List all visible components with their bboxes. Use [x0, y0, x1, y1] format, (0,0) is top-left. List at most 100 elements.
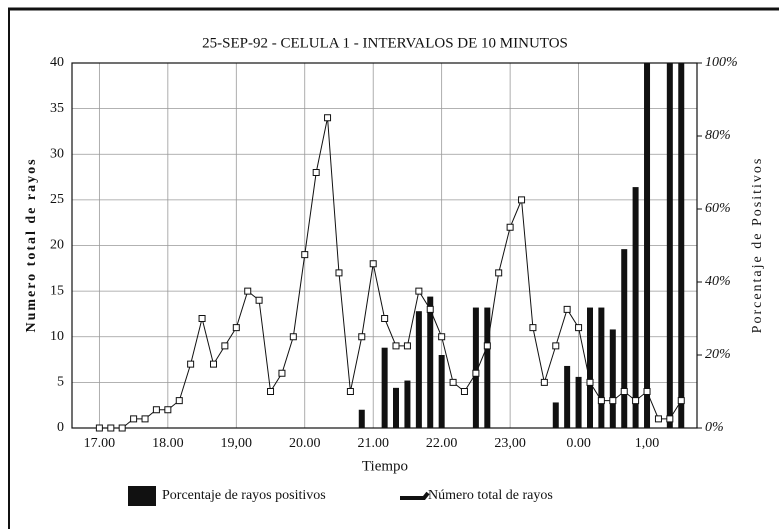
point — [620, 388, 628, 395]
point — [198, 315, 206, 322]
point — [130, 415, 138, 423]
point — [552, 342, 560, 350]
bar — [415, 311, 422, 428]
point — [289, 333, 297, 341]
point — [609, 397, 617, 405]
bar — [358, 409, 365, 428]
y2-axis-label: Porcentaje de Positivos — [750, 157, 765, 334]
point — [358, 333, 366, 341]
bar — [552, 402, 559, 428]
point — [426, 305, 434, 313]
y2-tick-label: 60% — [705, 201, 731, 216]
y2-tick-label: 40% — [705, 274, 731, 289]
point — [575, 324, 583, 332]
point — [335, 269, 343, 277]
point — [643, 388, 651, 395]
x-tick-label: 20.00 — [289, 436, 321, 451]
point — [392, 342, 400, 350]
y-tick-label: 15 — [50, 283, 64, 298]
x-tick-label: 17.00 — [84, 436, 116, 451]
point — [472, 369, 480, 377]
bar — [621, 249, 628, 428]
point — [244, 287, 252, 295]
y-tick-label: 0 — [57, 420, 64, 435]
point — [563, 305, 571, 313]
y-tick-label: 30 — [50, 146, 64, 161]
legend-label: Número total de rayos — [428, 488, 553, 503]
bar — [393, 387, 400, 428]
point — [164, 406, 172, 414]
point — [495, 269, 503, 277]
bar — [632, 187, 639, 428]
y-tick-label: 10 — [50, 329, 64, 344]
bar — [678, 63, 685, 428]
x-tick-label: 18.00 — [152, 436, 184, 451]
x-tick-label: 23,00 — [494, 436, 526, 451]
bar — [598, 307, 605, 428]
point — [118, 424, 126, 432]
y-tick-label: 25 — [50, 192, 64, 207]
point — [506, 223, 514, 231]
y-tick-label: 5 — [57, 375, 64, 390]
point — [415, 287, 423, 295]
point — [483, 342, 491, 350]
y2-tick-label: 20% — [705, 347, 731, 362]
point — [518, 196, 526, 204]
y2-tick-label: 100% — [705, 55, 738, 70]
x-tick-label: 1,00 — [635, 436, 660, 451]
point — [529, 324, 537, 332]
point — [586, 378, 594, 386]
point — [597, 397, 605, 405]
y-tick-label: 20 — [50, 238, 64, 253]
point — [152, 406, 160, 414]
bar — [404, 380, 411, 428]
point — [175, 397, 183, 405]
bar — [438, 355, 445, 428]
point — [324, 114, 332, 122]
bar — [587, 307, 594, 428]
point — [677, 397, 685, 405]
point — [209, 360, 217, 368]
point — [381, 315, 389, 322]
bar — [666, 63, 673, 428]
point — [255, 296, 263, 304]
y-tick-label: 35 — [50, 101, 64, 116]
x-tick-label: 22.00 — [426, 436, 458, 451]
bar — [484, 307, 491, 428]
point — [460, 388, 468, 395]
point — [540, 378, 548, 386]
point — [346, 388, 354, 395]
point — [666, 415, 674, 423]
point — [221, 342, 229, 350]
point — [438, 333, 446, 341]
y2-tick-label: 80% — [705, 128, 731, 143]
x-tick-label: 21.00 — [357, 436, 389, 451]
point — [267, 388, 275, 395]
point — [449, 378, 457, 386]
y-tick-label: 40 — [50, 55, 64, 70]
bar — [564, 365, 571, 428]
x-tick-label: 19,00 — [221, 436, 253, 451]
line — [99, 117, 682, 429]
point — [312, 169, 320, 176]
bar — [381, 347, 388, 428]
point — [403, 342, 411, 350]
point — [654, 415, 662, 423]
y-axis-label: Numero total de rayos — [24, 157, 39, 332]
point — [632, 397, 640, 405]
bar — [472, 307, 479, 428]
legend-swatch — [128, 486, 156, 506]
point — [278, 369, 286, 377]
point — [301, 251, 309, 259]
x-tick-label: 0.00 — [566, 436, 591, 451]
point — [369, 260, 377, 268]
bar — [609, 329, 616, 428]
chart-title: 25-SEP-92 - CELULA 1 - INTERVALOS DE 10 … — [202, 35, 568, 51]
point — [107, 424, 115, 432]
point — [95, 424, 103, 432]
point — [141, 415, 149, 423]
legend-label: Porcentaje de rayos positivos — [162, 488, 326, 503]
point — [232, 324, 240, 332]
point — [187, 360, 195, 368]
